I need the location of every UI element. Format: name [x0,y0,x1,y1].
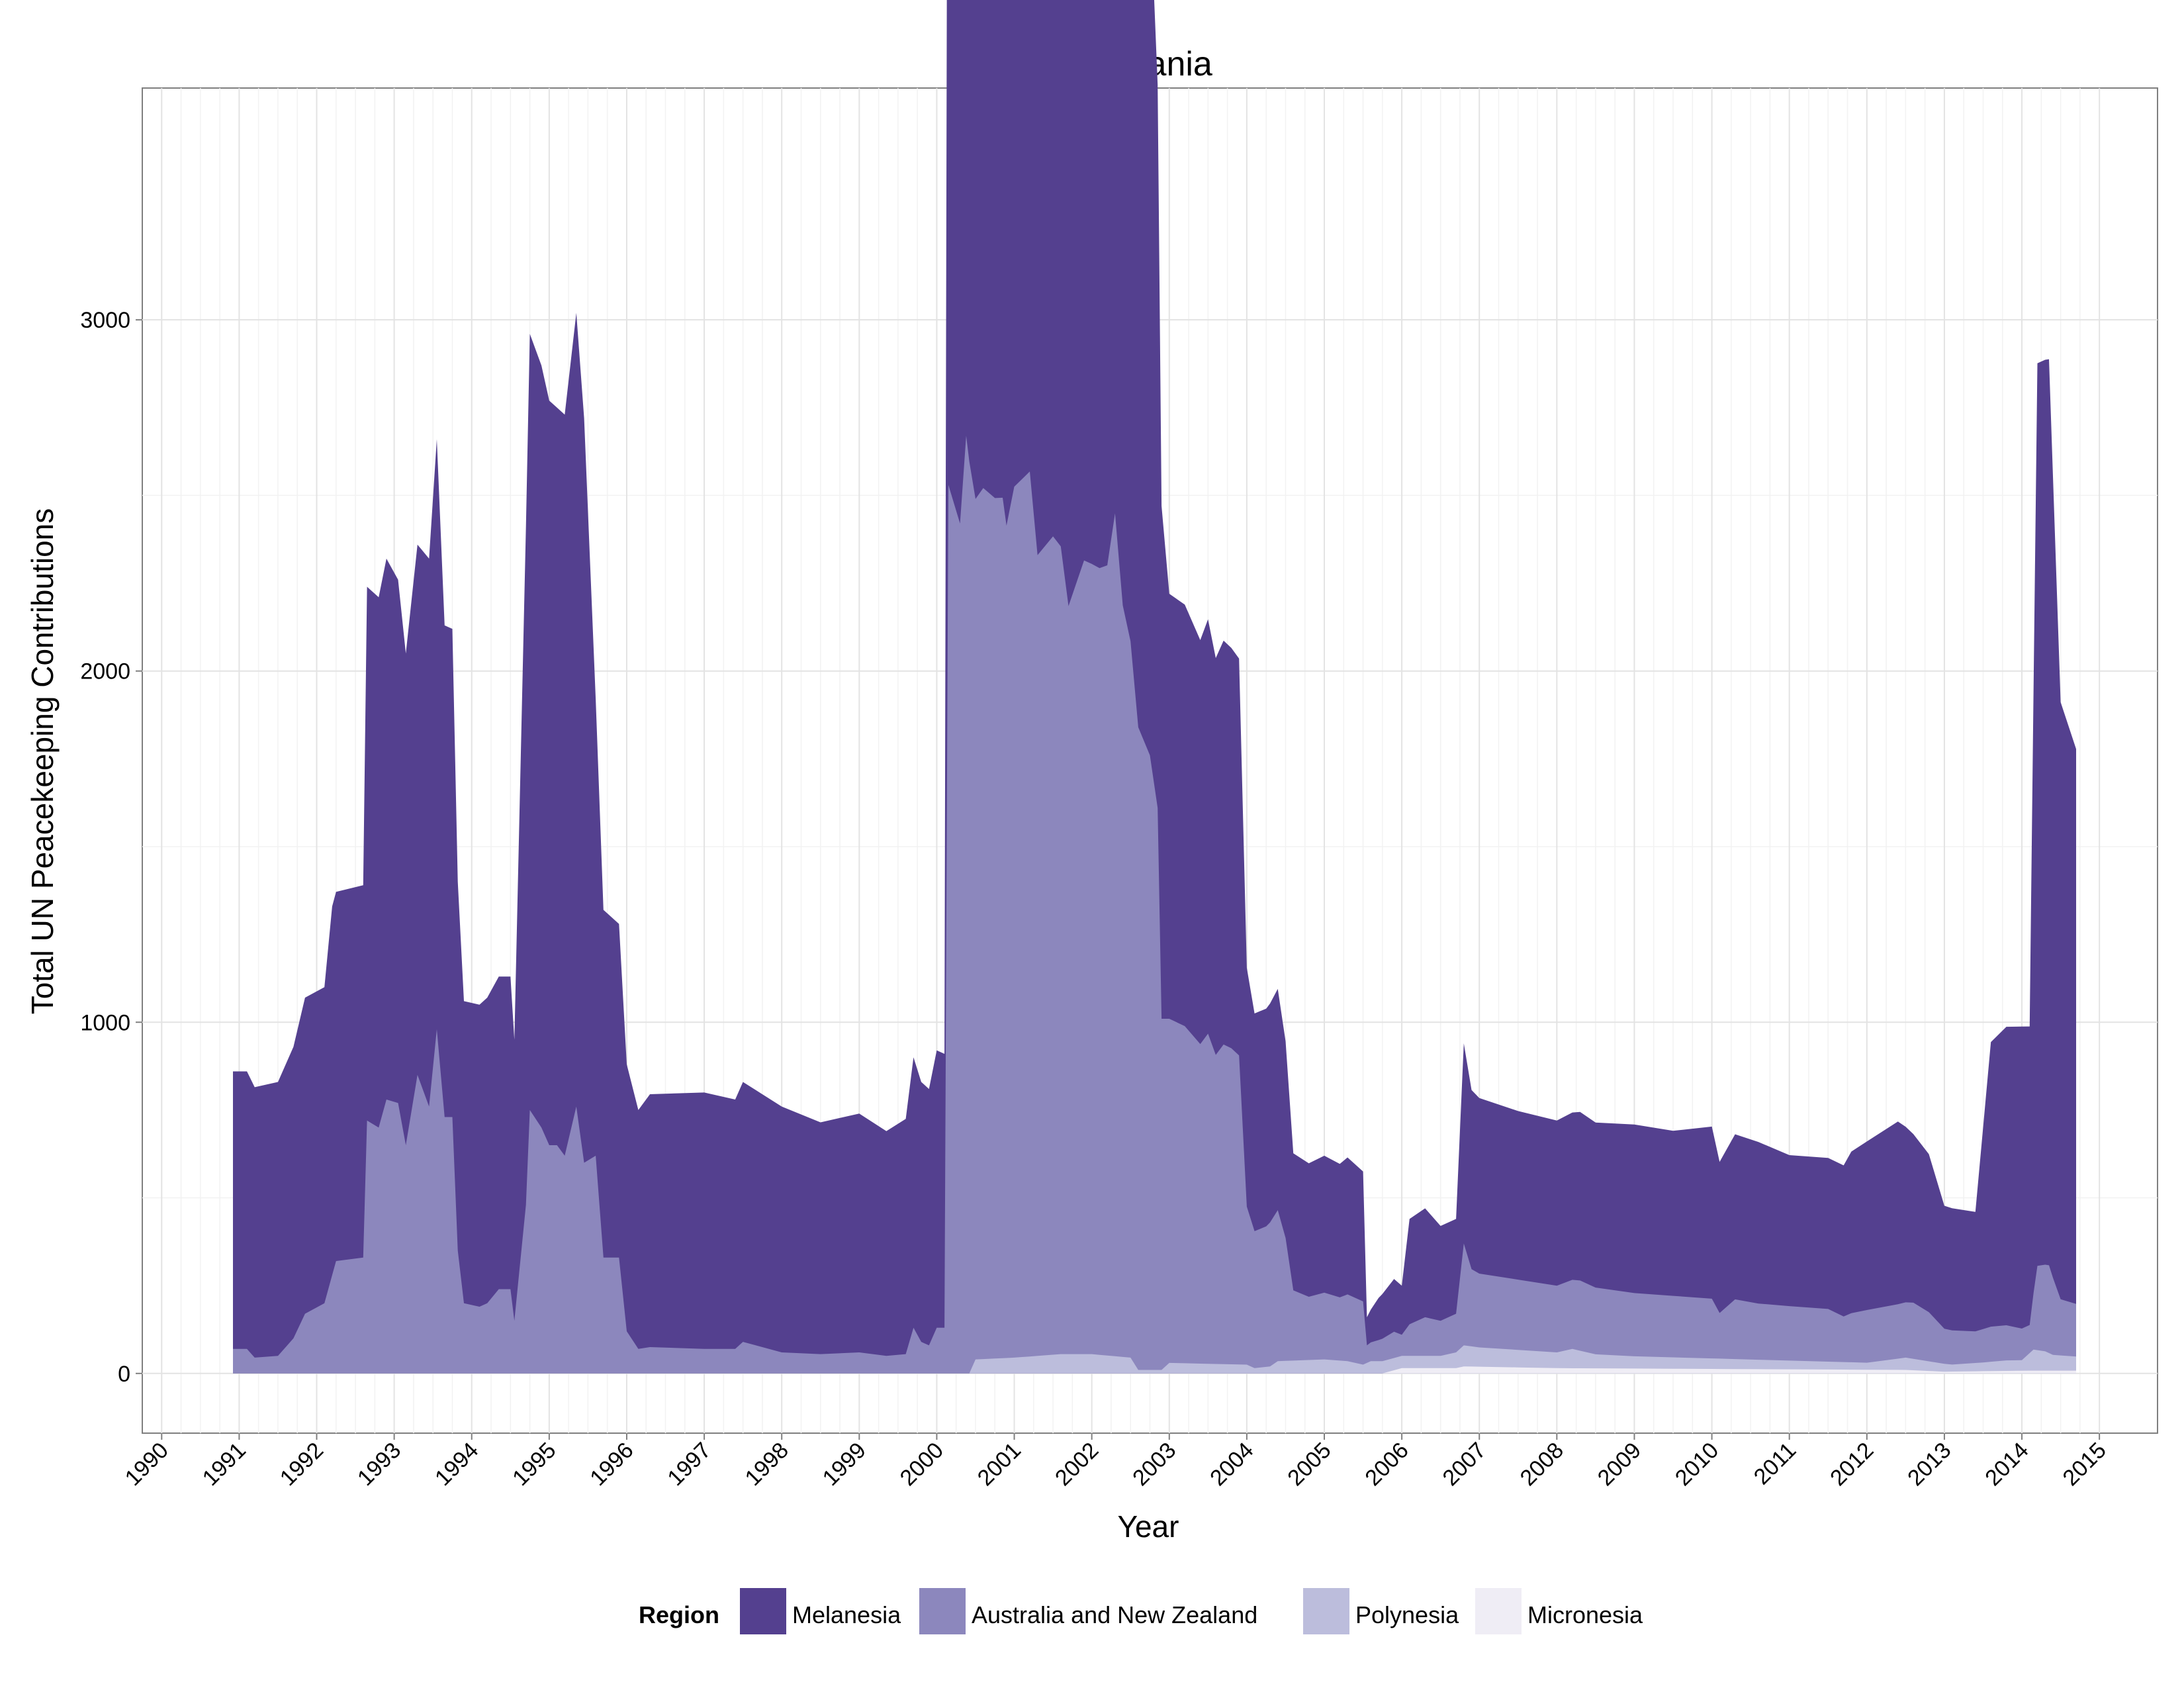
y-tick-label: 2000 [80,659,130,684]
legend-swatch [739,1587,788,1636]
x-tick-label: 2005 [1283,1438,1336,1491]
x-tick-label: 2011 [1749,1438,1801,1490]
x-tick-label: 2004 [1205,1438,1258,1491]
x-tick-label: 1990 [120,1438,173,1491]
x-tick-label: 2010 [1670,1438,1723,1491]
x-tick-label: 1999 [818,1438,871,1491]
area-polynesia [233,1345,2076,1374]
x-tick-label: 2001 [973,1438,1026,1491]
x-tick-label: 1997 [662,1438,715,1491]
y-axis: 0 1000 2000 3000 [80,308,142,1387]
x-tick-label: 2007 [1438,1438,1491,1491]
area-micronesia [233,1366,2076,1374]
x-tick-label: 1994 [430,1438,483,1491]
x-tick-label: 2002 [1050,1438,1103,1491]
legend-swatch [918,1587,967,1636]
area-australia-and-new-zealand [233,436,2076,1374]
x-tick-label: 1998 [741,1438,794,1491]
x-tick-label: 1996 [585,1438,638,1491]
y-tick-label: 3000 [80,308,130,333]
x-tick-label: 2015 [2058,1438,2111,1491]
y-tick-label: 1000 [80,1010,130,1035]
x-tick-label: 1995 [508,1438,561,1491]
x-tick-label: 2014 [1980,1438,2033,1491]
x-tick-label: 2003 [1128,1438,1181,1491]
legend-label: Australia and New Zealand [972,1601,1257,1628]
x-tick-label: 2000 [895,1438,948,1491]
y-axis-title: Total UN Peacekeeping Contributions [25,508,60,1015]
x-axis-title: Year [1118,1509,1179,1544]
x-tick-label: 2013 [1903,1438,1956,1491]
legend-label: Micronesia [1527,1601,1643,1628]
x-tick-label: 2009 [1593,1438,1646,1491]
x-tick-label: 1993 [353,1438,406,1491]
x-tick-label: 2006 [1360,1438,1413,1491]
legend-label: Melanesia [792,1601,901,1628]
y-tick-label: 0 [118,1362,130,1387]
x-tick-label: 2008 [1516,1438,1569,1491]
legend-title: Region [639,1601,719,1628]
area-melanesia [233,0,2076,1374]
x-axis: 1990 1991 1992 1993 1994 1995 1996 1997 1998 1999… [120,1433,2111,1491]
x-tick-label: 1991 [198,1438,251,1491]
legend-swatch [1302,1587,1351,1636]
x-tick-label: 2012 [1825,1438,1878,1491]
legend: Region Melanesia Australia and New Zealan… [639,1587,1643,1636]
legend-swatch [1474,1587,1523,1636]
legend-label: Polynesia [1355,1601,1459,1628]
stacked-areas [233,0,2076,1374]
x-tick-label: 1992 [275,1438,328,1491]
